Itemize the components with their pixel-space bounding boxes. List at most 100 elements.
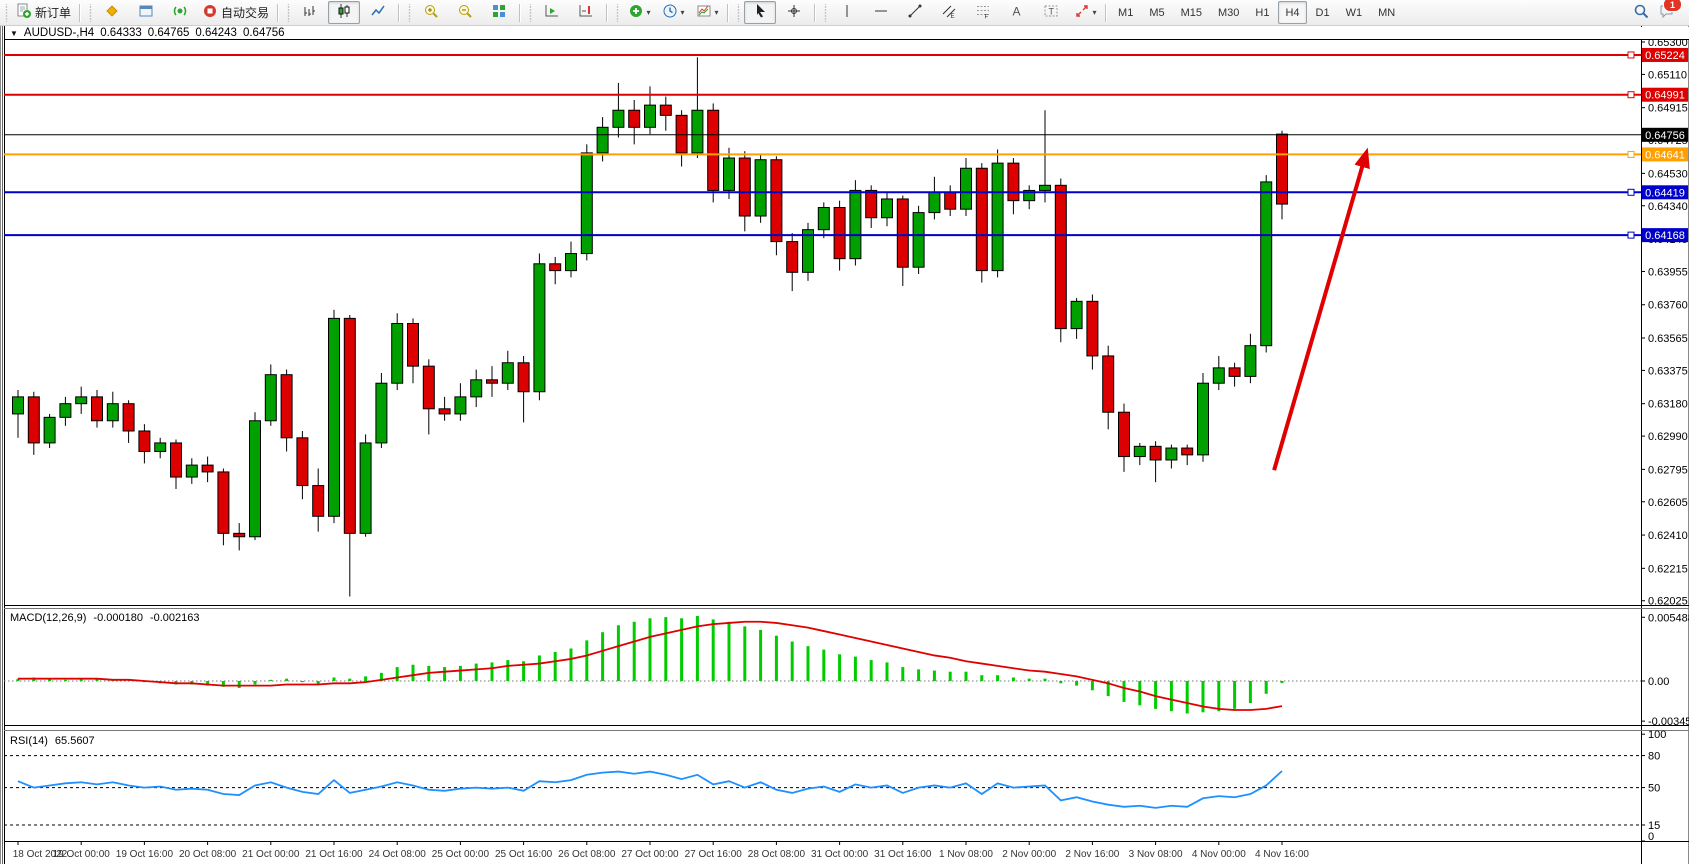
trendline-icon: [907, 3, 923, 22]
svg-text:0.64915: 0.64915: [1648, 103, 1688, 115]
chart-shift-button[interactable]: [570, 1, 602, 24]
macd-axis[interactable]: 0.005488 0.00 -0.003457: [1641, 612, 1689, 728]
svg-text:50: 50: [1648, 783, 1660, 795]
hline-0.64168[interactable]: 0.64168: [4, 228, 1688, 243]
chat-button[interactable]: 1: [1659, 0, 1682, 22]
macd-main-value: -0.000180: [93, 612, 143, 624]
timeframe-button-m1[interactable]: M1: [1118, 6, 1134, 19]
search-icon: [1633, 4, 1649, 22]
bar-chart-button[interactable]: [294, 1, 326, 24]
timeframe-button-m30[interactable]: M30: [1218, 6, 1240, 19]
price-axis[interactable]: 0.653000.651100.649150.647250.645300.643…: [1641, 37, 1688, 608]
arrows-button[interactable]: ▾: [1069, 1, 1101, 24]
svg-text:0.65300: 0.65300: [1648, 37, 1688, 49]
timeframe-button-m15[interactable]: M15: [1180, 6, 1202, 19]
rsi-value: 65.5607: [54, 735, 95, 747]
timeframe-button-w1[interactable]: W1: [1345, 6, 1363, 19]
svg-text:1 Nov 08:00: 1 Nov 08:00: [939, 849, 993, 860]
toolbar-grip: [286, 3, 292, 22]
zoom-out-button[interactable]: [449, 1, 481, 24]
cursor-button[interactable]: [744, 1, 777, 24]
svg-text:26 Oct 08:00: 26 Oct 08:00: [558, 849, 616, 860]
zoom-in-button[interactable]: [415, 1, 447, 24]
svg-text:0.64419: 0.64419: [1645, 187, 1685, 199]
timeframe-button-h1[interactable]: H1: [1255, 6, 1270, 19]
autotrading-button[interactable]: 自动交易: [198, 1, 273, 24]
horizontal-line-button[interactable]: [865, 1, 897, 24]
svg-text:0.64168: 0.64168: [1645, 230, 1685, 242]
svg-text:0.62795: 0.62795: [1648, 464, 1688, 476]
crosshair-button[interactable]: [778, 1, 810, 24]
trend-arrow-annotation[interactable]: [1272, 147, 1370, 471]
svg-text:0.64530: 0.64530: [1648, 168, 1688, 180]
toolbar-grip: [4, 3, 9, 22]
text-icon: A: [1009, 3, 1025, 22]
templates-button[interactable]: ▾: [691, 1, 723, 24]
macd-signal-value: -0.002163: [149, 612, 200, 624]
svg-text:19 Oct 00:00: 19 Oct 00:00: [53, 849, 111, 860]
search-button[interactable]: [1633, 3, 1649, 22]
vertical-line-button[interactable]: [831, 1, 863, 24]
data-window-icon: [138, 3, 154, 22]
svg-text:0.00: 0.00: [1648, 676, 1669, 688]
timeframe-button-mn[interactable]: MN: [1378, 6, 1396, 19]
toolbar-grip: [88, 3, 94, 22]
svg-text:25 Oct 00:00: 25 Oct 00:00: [432, 849, 490, 860]
fibonacci-button[interactable]: F: [967, 1, 999, 24]
new-order-button[interactable]: 新订单: [12, 1, 75, 24]
periods-button[interactable]: ▾: [657, 1, 689, 24]
chart-symbol-period: AUDUSD-,H4: [23, 27, 95, 39]
ohlc-close: 0.64756: [242, 27, 285, 39]
market-watch-button[interactable]: [96, 1, 128, 24]
navigator-button[interactable]: [164, 1, 196, 24]
text-label-icon: T: [1043, 3, 1059, 22]
svg-text:25 Oct 16:00: 25 Oct 16:00: [495, 849, 553, 860]
svg-text:0.64756: 0.64756: [1645, 130, 1685, 142]
rsi-indicator-label: RSI(14) 65.5607: [10, 735, 95, 747]
hline-0.65224[interactable]: 0.65224: [4, 47, 1688, 62]
svg-text:0.65110: 0.65110: [1648, 69, 1687, 81]
hline-0.64419[interactable]: 0.64419: [4, 185, 1688, 200]
rsi-axis[interactable]: 100 80 50 150: [1641, 729, 1666, 843]
notification-badge: 1: [1663, 0, 1682, 12]
toolbar-grip: [823, 3, 829, 22]
svg-text:27 Oct 16:00: 27 Oct 16:00: [685, 849, 743, 860]
svg-text:0.005488: 0.005488: [1648, 612, 1689, 624]
cursor-icon: [752, 3, 768, 22]
tile-windows-icon: [491, 3, 507, 22]
svg-text:0.64340: 0.64340: [1648, 201, 1688, 213]
timeframe-button-d1[interactable]: D1: [1315, 6, 1330, 19]
auto-scroll-button[interactable]: [536, 1, 568, 24]
hline-0.64991[interactable]: 0.64991: [4, 87, 1688, 102]
autotrading-button-label: 自动交易: [221, 6, 270, 20]
equidistant-channel-button[interactable]: E: [933, 1, 965, 24]
ohlc-low: 0.64243: [195, 27, 237, 39]
indicators-button[interactable]: ▾: [623, 1, 655, 24]
chart-background: [0, 25, 1689, 864]
macd-indicator-label: MACD(12,26,9) -0.000180 -0.002163: [10, 612, 200, 624]
tile-windows-button[interactable]: [483, 1, 515, 24]
symbol-dropdown-icon[interactable]: ▼: [10, 28, 18, 38]
chevron-down-icon: ▾: [714, 7, 719, 17]
data-window-button[interactable]: [130, 1, 162, 24]
auto-scroll-icon: [544, 3, 560, 22]
chart-shift-icon: [578, 3, 594, 22]
timeframe-button-m5[interactable]: M5: [1149, 6, 1165, 19]
toolbar-grip: [407, 3, 413, 22]
candlestick-button[interactable]: [328, 1, 361, 24]
svg-text:0.62025: 0.62025: [1648, 596, 1688, 608]
svg-text:31 Oct 16:00: 31 Oct 16:00: [874, 849, 932, 860]
trendline-button[interactable]: [899, 1, 931, 24]
line-chart-button[interactable]: [362, 1, 394, 24]
svg-text:A: A: [1013, 5, 1021, 19]
svg-text:0.63955: 0.63955: [1648, 266, 1688, 278]
toolbar-separator: [1105, 3, 1108, 22]
text-button[interactable]: A: [1001, 1, 1033, 24]
timeframe-button-h4[interactable]: H4: [1278, 1, 1307, 24]
chart-ohlc-bar: ▼ AUDUSD-,H4 0.64333 0.64765 0.64243 0.6…: [5, 27, 1689, 40]
ohlc-high: 0.64765: [147, 27, 190, 39]
text-label-button[interactable]: T: [1035, 1, 1067, 24]
